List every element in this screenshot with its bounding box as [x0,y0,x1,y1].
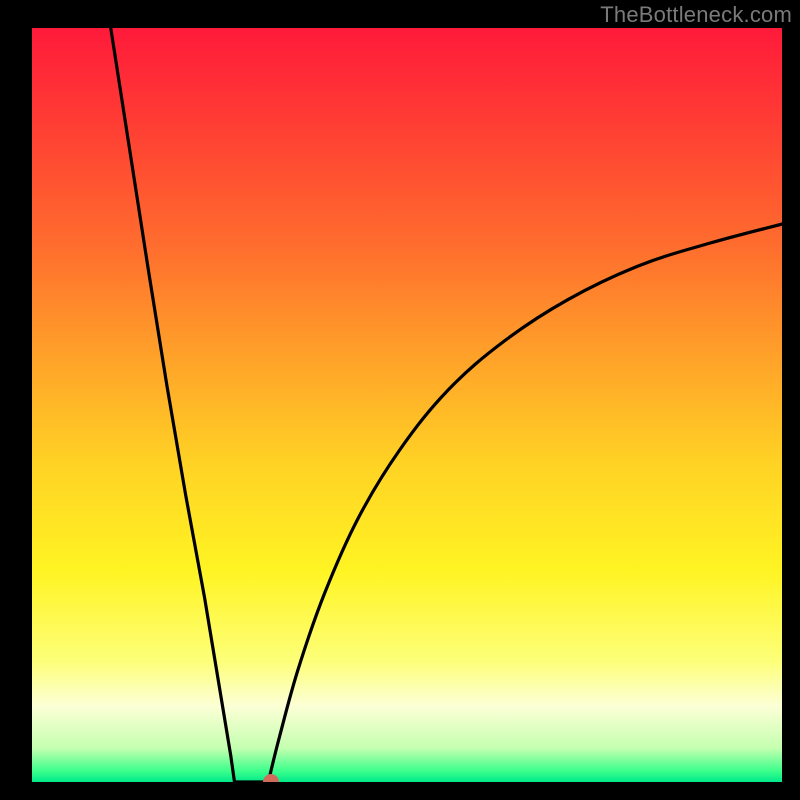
chart-frame: TheBottleneck.com [0,0,800,800]
border-right [782,0,800,800]
bottleneck-curve [32,28,782,782]
watermark-label: TheBottleneck.com [600,2,792,28]
border-bottom [0,782,800,800]
curve-path [111,28,782,782]
border-left [0,0,32,800]
